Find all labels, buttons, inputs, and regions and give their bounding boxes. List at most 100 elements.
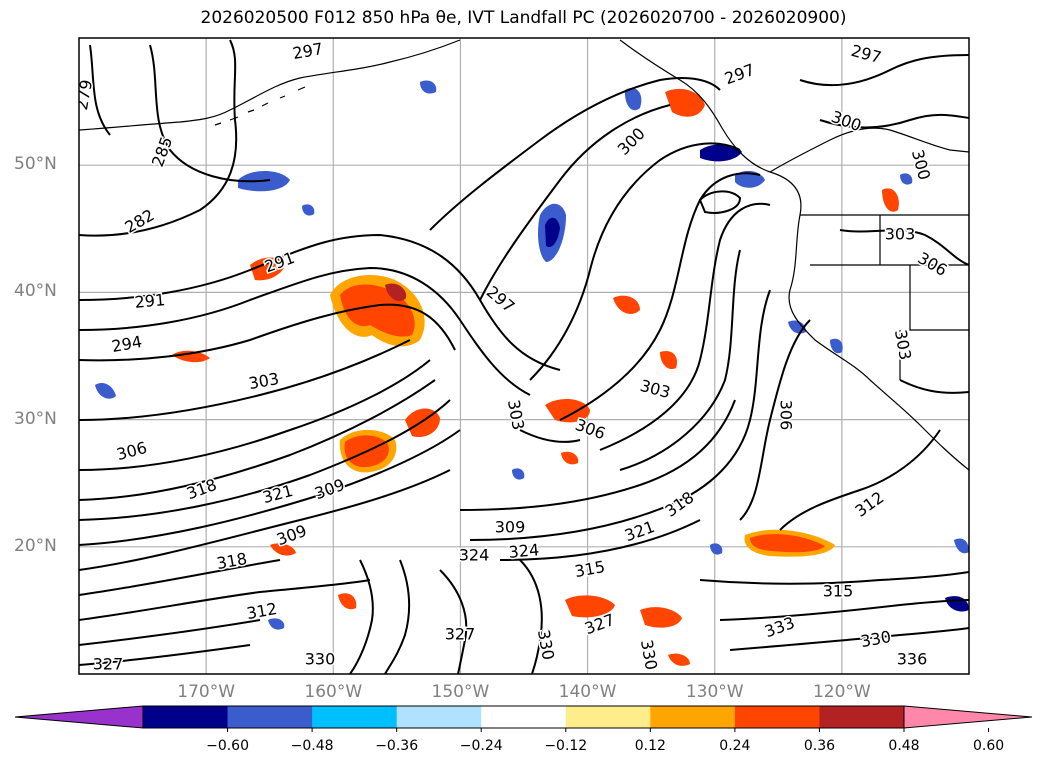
colorbar-tick-label: 0.48	[888, 738, 920, 754]
theta-e-contour	[739, 319, 811, 521]
colorbar-frame	[142, 705, 905, 729]
theta-e-contour	[899, 379, 969, 394]
latitude-label: 30°N	[14, 408, 57, 429]
theta-e-contour	[429, 77, 721, 231]
coastlines	[79, 39, 969, 471]
theta-e-contour	[619, 249, 741, 471]
state-border	[810, 215, 969, 380]
theta-e-contour	[779, 429, 941, 531]
colorbar-segment	[312, 706, 398, 728]
alaska-coastline	[79, 39, 461, 131]
theta-e-contour	[384, 559, 411, 674]
colorbar-segment	[734, 706, 820, 728]
pc-negative-region	[512, 468, 525, 480]
theta-e-contour	[459, 399, 736, 511]
colorbar-extend-high	[903, 705, 1033, 729]
theta-e-contour	[79, 339, 411, 421]
latitude-label: 40°N	[14, 281, 57, 302]
theta-e-contour	[559, 172, 761, 421]
canada-coastline	[769, 127, 969, 173]
gulf-of-alaska-coastline	[619, 39, 969, 471]
longitude-label: 120°W	[812, 682, 871, 702]
pc-positive-region	[882, 188, 899, 212]
longitude-label: 170°W	[177, 682, 236, 702]
contour-label: 306	[777, 400, 796, 431]
contour-label: 315	[573, 557, 606, 581]
theta-e-contour	[79, 559, 281, 596]
pc-positive-region	[665, 88, 705, 117]
pc-positive-region	[545, 398, 590, 423]
colorbar-segment	[143, 706, 229, 728]
latitude-label: 20°N	[14, 535, 57, 556]
theta-e-contour	[79, 266, 531, 396]
theta-e-contour	[79, 469, 451, 571]
pc-positive-region	[660, 350, 678, 370]
pc-negative-region	[95, 383, 116, 399]
latitude-label: 50°N	[14, 154, 57, 175]
contour-label: 327	[445, 625, 476, 644]
pc-positive-region	[613, 295, 640, 314]
plot-area	[79, 38, 969, 674]
pc-positive-region	[668, 653, 690, 666]
theta-e-contour	[439, 569, 468, 674]
theta-e-contour	[519, 429, 581, 443]
theta-e-contour	[79, 619, 261, 646]
pc-negative-region	[545, 217, 560, 248]
theta-e-contour	[149, 44, 271, 183]
theta-e-contour	[519, 559, 543, 674]
pc-fill-shading	[95, 80, 969, 666]
colorbar-segment	[227, 706, 313, 728]
longitude-label: 150°W	[431, 682, 490, 702]
theta-e-contour	[469, 289, 771, 541]
colorbar-tick-label: −0.48	[290, 738, 334, 754]
colorbar-segment	[481, 706, 567, 728]
theta-e-contour	[529, 142, 741, 381]
colorbar-tick-label: 0.36	[803, 738, 836, 754]
contour-label: 336	[897, 650, 928, 669]
colorbar-tick-label: −0.36	[375, 738, 419, 754]
colorbar-tick-label: 0.24	[719, 738, 751, 754]
colorbar-tick-label: −0.12	[544, 738, 588, 754]
pc-positive-region	[561, 451, 579, 465]
theta-e-contour	[79, 579, 371, 621]
pc-negative-region	[830, 338, 843, 354]
longitude-label: 130°W	[685, 682, 744, 702]
theta-e-contour	[79, 303, 456, 362]
colorbar-tick-label: 0.60	[972, 738, 1005, 754]
colorbar	[14, 705, 1033, 732]
pc-negative-region	[302, 204, 315, 216]
pc-positive-region	[270, 543, 296, 556]
pc-negative-region	[420, 80, 437, 94]
colorbar-segment	[650, 706, 736, 728]
theta-e-contour	[79, 359, 431, 471]
pc-negative-region	[900, 173, 913, 185]
pc-positive-region	[172, 350, 210, 363]
contour-label: 315	[823, 582, 854, 601]
theta-e-contour	[699, 571, 969, 585]
colorbar-tick-label: −0.24	[459, 738, 503, 754]
theta-e-contour	[499, 519, 701, 561]
pc-positive-region	[338, 593, 357, 610]
contour-label: 297	[291, 39, 324, 63]
theta-e-contour	[839, 229, 969, 266]
pc-positive-region	[385, 283, 407, 302]
pc-negative-region	[700, 144, 742, 162]
colorbar-segment	[819, 706, 905, 728]
contour-label: 324	[459, 546, 490, 565]
contour-label: 330	[305, 650, 336, 669]
theta-e-contour	[79, 644, 251, 666]
contour-label: 324	[508, 540, 540, 562]
theta-e-contour	[799, 54, 969, 87]
theta-e-contour	[79, 233, 561, 371]
plot-frame	[78, 37, 970, 675]
pc-negative-region	[710, 543, 723, 555]
theta-e-contour	[79, 429, 461, 546]
theta-e-contours	[79, 39, 969, 674]
pc-negative-region	[954, 538, 969, 554]
colorbar-tick-label: 0.12	[634, 738, 666, 754]
theta-e-contour	[479, 104, 671, 301]
pc-negative-region	[268, 618, 285, 630]
theta-e-contour	[729, 627, 969, 651]
theta-e-contour	[79, 379, 436, 501]
